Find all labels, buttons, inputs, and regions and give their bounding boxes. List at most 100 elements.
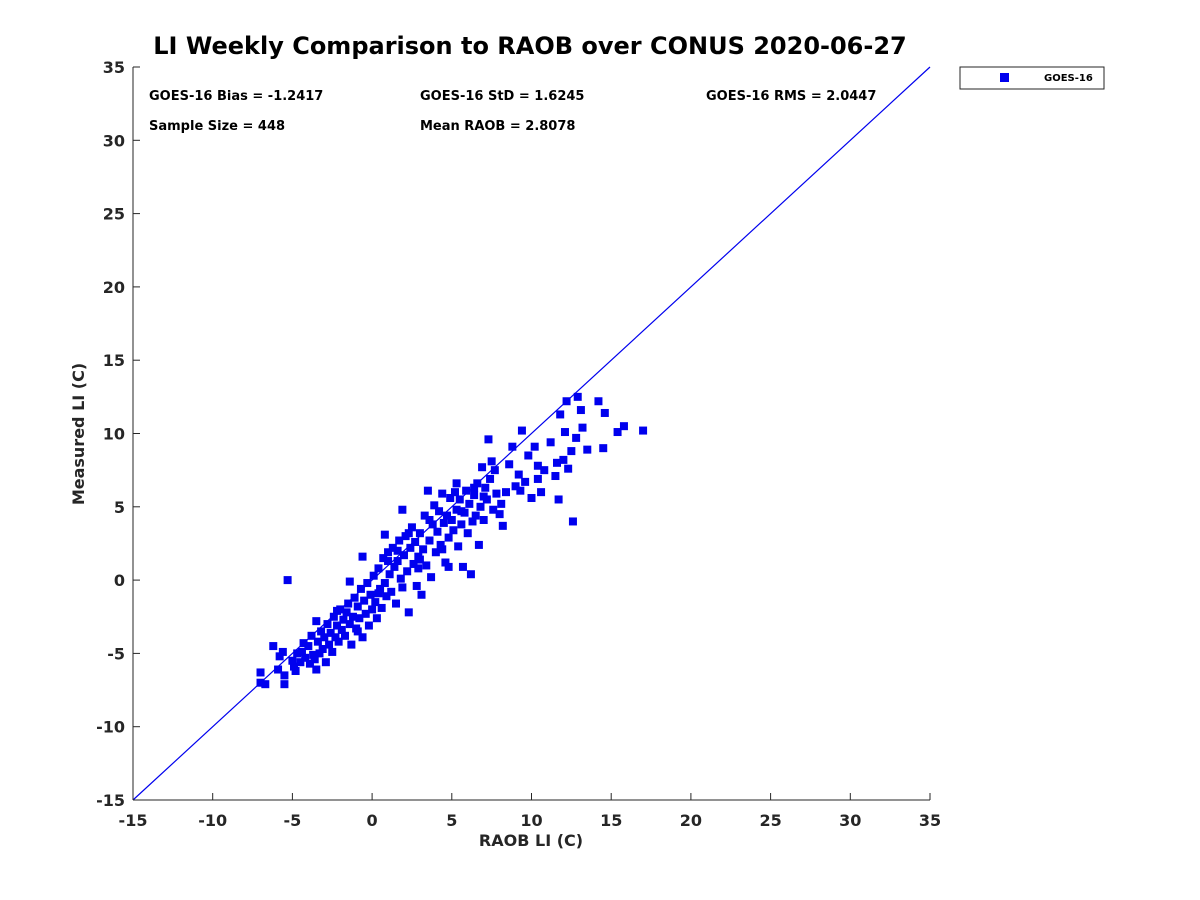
- data-point: [333, 621, 342, 630]
- data-point: [275, 652, 284, 661]
- data-point: [564, 464, 573, 473]
- data-point: [600, 408, 609, 417]
- x-tick-label: -10: [198, 811, 227, 830]
- data-point: [395, 536, 404, 545]
- data-point: [489, 505, 498, 514]
- data-point: [339, 615, 348, 624]
- data-point: [374, 564, 383, 573]
- data-point: [280, 671, 289, 680]
- data-point: [331, 633, 340, 642]
- data-point: [430, 501, 439, 510]
- x-tick-label: 15: [600, 811, 622, 830]
- x-tick-label: 20: [680, 811, 702, 830]
- data-point: [490, 466, 499, 475]
- data-point: [465, 499, 474, 508]
- data-point: [291, 666, 300, 675]
- data-point: [466, 570, 475, 579]
- data-point: [293, 649, 302, 658]
- data-point: [326, 628, 335, 637]
- data-point: [328, 647, 337, 656]
- data-point: [348, 612, 357, 621]
- data-point: [468, 517, 477, 526]
- data-point: [479, 492, 488, 501]
- data-point: [514, 470, 523, 479]
- x-tick-label: 25: [759, 811, 781, 830]
- data-point: [317, 627, 326, 636]
- data-point: [497, 499, 506, 508]
- data-point: [283, 576, 292, 585]
- data-point: [415, 555, 424, 564]
- data-point: [341, 631, 350, 640]
- legend-box: [959, 66, 1105, 90]
- data-point: [333, 606, 342, 615]
- data-point: [560, 428, 569, 437]
- y-tick-label: -10: [96, 718, 125, 737]
- data-point: [355, 614, 364, 623]
- data-point: [471, 511, 480, 520]
- data-point: [382, 592, 391, 601]
- data-point: [350, 593, 359, 602]
- data-point: [278, 647, 287, 656]
- data-point: [511, 482, 520, 491]
- data-point: [404, 529, 413, 538]
- data-point: [379, 554, 388, 563]
- data-point: [347, 640, 356, 649]
- x-tick-label: 30: [839, 811, 861, 830]
- data-point: [533, 474, 542, 483]
- x-tick-label: 5: [446, 811, 457, 830]
- data-point: [376, 584, 385, 593]
- data-point: [447, 515, 456, 524]
- data-point: [312, 617, 321, 626]
- y-tick-label: 15: [103, 351, 125, 370]
- data-point: [364, 621, 373, 630]
- data-point: [478, 463, 487, 472]
- data-point: [452, 479, 461, 488]
- data-point: [517, 426, 526, 435]
- x-tick-label: -5: [284, 811, 302, 830]
- data-point: [406, 543, 415, 552]
- data-point: [353, 627, 362, 636]
- data-point: [358, 552, 367, 561]
- data-point: [313, 637, 322, 646]
- data-point: [476, 502, 485, 511]
- data-point: [495, 510, 504, 519]
- data-point: [487, 457, 496, 466]
- data-point: [473, 479, 482, 488]
- annotation-bias: GOES-16 Bias = -1.2417: [149, 89, 323, 104]
- data-point: [390, 562, 399, 571]
- data-point: [419, 545, 428, 554]
- data-point: [305, 659, 314, 668]
- annotation-mean-raob: Mean RAOB = 2.8078: [420, 119, 575, 134]
- data-point: [371, 598, 380, 607]
- x-axis-ticks: -15 -10 -5 0 5 10 15 20 25 30 35: [119, 793, 941, 830]
- data-point: [388, 543, 397, 552]
- data-point: [554, 495, 563, 504]
- plot-area: -15 -10 -5 0 5 10 15 20 25 30 35 -15 -10 -5 0 5 10 15 20 2…: [96, 58, 941, 830]
- data-point: [501, 488, 510, 497]
- data-point: [450, 488, 459, 497]
- data-point: [342, 608, 351, 617]
- annotation-rms: GOES-16 RMS = 2.0447: [706, 89, 876, 104]
- y-tick-label: 35: [103, 58, 125, 77]
- data-point: [392, 599, 401, 608]
- data-point: [470, 491, 479, 500]
- data-point: [455, 495, 464, 504]
- data-point: [599, 444, 608, 453]
- data-point: [385, 570, 394, 579]
- data-point: [454, 542, 463, 551]
- data-point: [261, 680, 270, 689]
- data-point: [463, 529, 472, 538]
- data-point: [301, 653, 310, 662]
- data-point: [380, 579, 389, 588]
- data-point: [380, 530, 389, 539]
- y-tick-label: 20: [103, 278, 125, 297]
- data-point: [452, 505, 461, 514]
- data-point: [307, 631, 316, 640]
- data-point: [256, 678, 265, 687]
- data-point: [384, 557, 393, 566]
- data-point: [458, 562, 467, 571]
- data-point: [411, 537, 420, 546]
- data-point: [492, 489, 501, 498]
- data-point: [546, 438, 555, 447]
